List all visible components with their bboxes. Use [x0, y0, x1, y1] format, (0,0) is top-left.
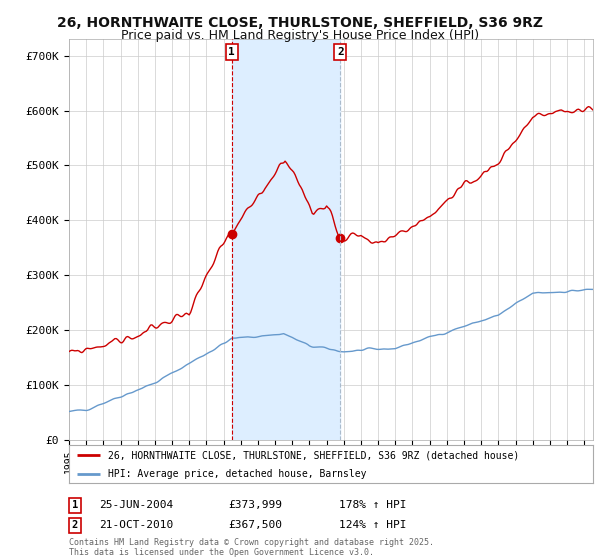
Text: 26, HORNTHWAITE CLOSE, THURLSTONE, SHEFFIELD, S36 9RZ (detached house): 26, HORNTHWAITE CLOSE, THURLSTONE, SHEFF…: [108, 450, 520, 460]
Text: £367,500: £367,500: [228, 520, 282, 530]
Text: 1: 1: [229, 47, 235, 57]
Text: Contains HM Land Registry data © Crown copyright and database right 2025.
This d: Contains HM Land Registry data © Crown c…: [69, 538, 434, 557]
Text: 2: 2: [72, 520, 78, 530]
Text: 178% ↑ HPI: 178% ↑ HPI: [339, 500, 407, 510]
Text: 21-OCT-2010: 21-OCT-2010: [99, 520, 173, 530]
Text: 1: 1: [72, 500, 78, 510]
Text: 25-JUN-2004: 25-JUN-2004: [99, 500, 173, 510]
Text: 124% ↑ HPI: 124% ↑ HPI: [339, 520, 407, 530]
Text: 26, HORNTHWAITE CLOSE, THURLSTONE, SHEFFIELD, S36 9RZ: 26, HORNTHWAITE CLOSE, THURLSTONE, SHEFF…: [57, 16, 543, 30]
Text: 2: 2: [337, 47, 344, 57]
Text: Price paid vs. HM Land Registry's House Price Index (HPI): Price paid vs. HM Land Registry's House …: [121, 29, 479, 42]
Bar: [232, 39, 340, 440]
Text: HPI: Average price, detached house, Barnsley: HPI: Average price, detached house, Barn…: [108, 469, 367, 479]
Text: £373,999: £373,999: [228, 500, 282, 510]
